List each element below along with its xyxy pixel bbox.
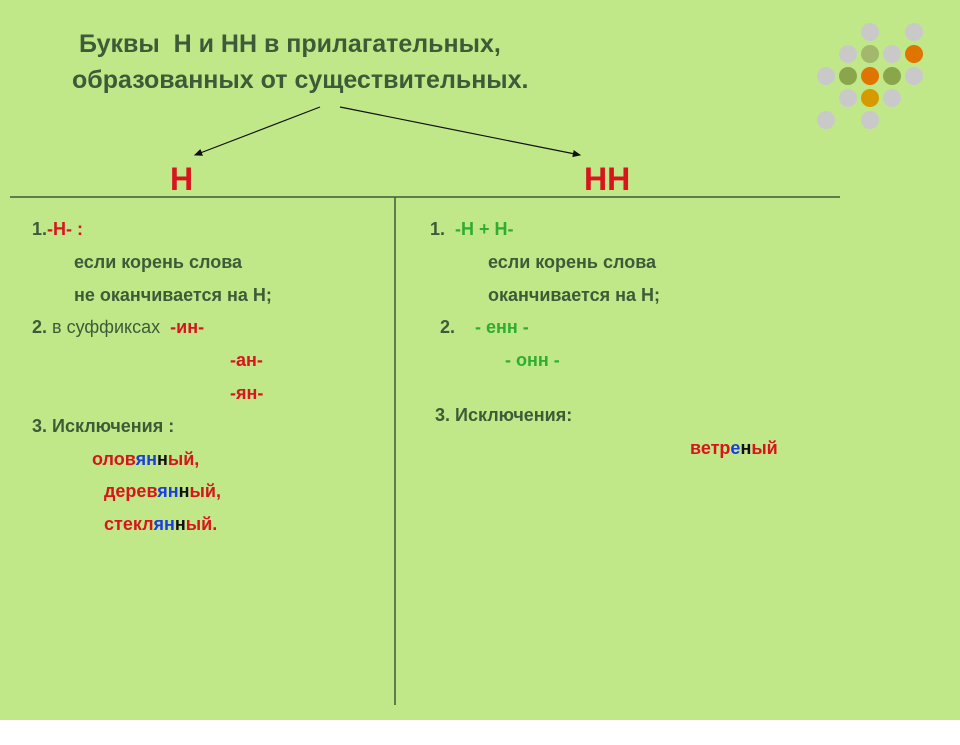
rule-1-desc-b: не оканчивается на Н; — [32, 281, 412, 310]
suffix-an: -ан- — [32, 346, 412, 375]
suffix-enn: - енн - — [470, 317, 529, 337]
suffix-in: -ин- — [170, 317, 204, 337]
rule-2-r: 2. - енн - — [430, 313, 810, 342]
column-n: 1.-Н- : если корень слова не оканчиваетс… — [32, 215, 412, 543]
rule-1-r-desc-b: оканчивается на Н; — [430, 281, 810, 310]
exception-vetrenyy: ветреный — [430, 434, 810, 463]
diagram: Н НН 1.-Н- : если корень слова не оканчи… — [40, 145, 920, 705]
exception-olovyannyy: оловянный, — [32, 445, 412, 474]
arrow-left — [195, 107, 320, 155]
exception-steklyannyy: стеклянный. — [32, 510, 412, 539]
rule-1-num: 1. — [32, 219, 47, 239]
slide-title: Буквы Н и НН в прилагательных, образован… — [72, 26, 529, 99]
rule-1-r: 1. -Н + Н- — [430, 215, 810, 244]
arrow-right — [340, 107, 580, 155]
rule-1-suffix: -Н- : — [47, 219, 83, 239]
rule-2: 2. в суффиксах -ин- — [32, 313, 412, 342]
suffix-yan: -ян- — [32, 379, 412, 408]
column-nn: 1. -Н + Н- если корень слова оканчиваетс… — [430, 215, 810, 467]
header-nn: НН — [584, 161, 630, 198]
rule-1-desc-a: если корень слова — [32, 248, 412, 277]
rule-3-r: 3. Исключения: — [430, 401, 810, 430]
header-n: Н — [170, 161, 193, 198]
title-line-1: Буквы Н и НН в прилагательных, — [72, 26, 529, 62]
title-line-2: образованных от существительных. — [72, 62, 529, 98]
rule-1-r-desc-a: если корень слова — [430, 248, 810, 277]
decoration-dots — [812, 18, 942, 148]
slide: Буквы Н и НН в прилагательных, образован… — [0, 0, 960, 720]
rule-3: 3. Исключения : — [32, 412, 412, 441]
spacer — [430, 379, 810, 397]
suffix-onn: - онн - — [430, 346, 810, 375]
rule-1-r-suffix: -Н + Н- — [455, 219, 514, 239]
exception-derevyannyy: деревянный, — [32, 477, 412, 506]
rule-1: 1.-Н- : — [32, 215, 412, 244]
